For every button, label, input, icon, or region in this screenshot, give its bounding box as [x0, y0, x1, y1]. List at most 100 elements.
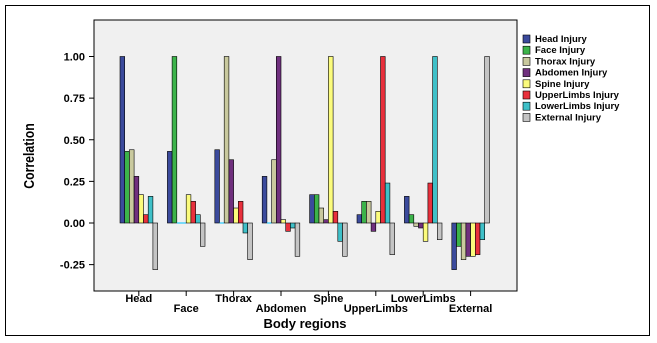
bar-upperlimbs-external-injury — [389, 222, 395, 255]
correlation-bar-chart: 1.00 0.75 0.50 0.25 0.00 -0.25 Head Face Thorax… — [21, 19, 620, 331]
bar-spine-thorax-injury — [318, 207, 324, 224]
bar-face-thorax-injury — [176, 222, 182, 224]
bar-thorax-spine-injury — [233, 207, 239, 224]
bar-abdomen-lowerlimbs-injury — [290, 222, 296, 229]
legend-label-spine-injury: Spine Injury — [535, 79, 590, 90]
bar-head-face-injury — [124, 151, 130, 224]
bar-spine-head-injury — [309, 194, 315, 224]
bar-upperlimbs-head-injury — [356, 214, 362, 224]
bar-thorax-head-injury — [214, 149, 220, 224]
legend-swatch-head-injury — [522, 34, 531, 44]
bar-external-head-injury — [451, 222, 457, 270]
bar-thorax-thorax-injury — [223, 56, 230, 224]
bar-spine-upperlimbs-injury — [332, 211, 339, 224]
legend-swatch-lowerlimbs-injury — [522, 101, 531, 111]
bar-head-abdomen-injury — [133, 176, 140, 224]
bar-thorax-external-injury — [247, 222, 253, 260]
bar-abdomen-external-injury — [294, 222, 301, 257]
legend-swatch-abdomen-injury — [522, 68, 531, 77]
bar-lowerlimbs-upperlimbs-injury — [427, 182, 433, 224]
legend-swatch-face-injury — [522, 45, 531, 55]
legend-swatch-external-injury — [522, 113, 531, 122]
bar-head-head-injury — [119, 56, 125, 224]
x-tick-label-thorax: Thorax — [215, 293, 253, 305]
bar-lowerlimbs-thorax-injury — [413, 222, 419, 227]
bar-face-external-injury — [200, 222, 206, 247]
y-tick-label: 1.00 — [64, 52, 85, 64]
y-axis-title: Correlation — [21, 123, 37, 189]
bar-thorax-face-injury — [219, 222, 225, 224]
plot-area — [93, 19, 518, 292]
bar-abdomen-upperlimbs-injury — [285, 222, 291, 232]
bar-head-spine-injury — [138, 194, 144, 224]
bar-spine-abdomen-injury — [323, 219, 329, 224]
bar-lowerlimbs-face-injury — [408, 214, 415, 224]
legend-label-abdomen-injury: Abdomen Injury — [535, 68, 608, 79]
bar-external-upperlimbs-injury — [474, 222, 481, 255]
bar-thorax-upperlimbs-injury — [238, 201, 244, 224]
bar-upperlimbs-face-injury — [361, 201, 367, 224]
x-tick-label-external: External — [449, 303, 492, 315]
y-tick-label: 0.75 — [64, 93, 85, 105]
bar-head-thorax-injury — [129, 149, 135, 224]
legend-swatch-thorax-injury — [522, 57, 531, 66]
bar-upperlimbs-lowerlimbs-injury — [384, 182, 391, 224]
bar-thorax-lowerlimbs-injury — [242, 222, 248, 234]
bar-external-abdomen-injury — [465, 222, 471, 257]
x-tick-label-lowerlimbs: LowerLimbs — [391, 293, 456, 305]
bar-face-abdomen-injury — [181, 222, 187, 224]
x-tick-label-spine: Spine — [313, 293, 343, 305]
legend-label-upperlimbs-injury: UpperLimbs Injury — [535, 90, 620, 101]
bar-face-head-injury — [167, 151, 173, 224]
legend-label-face-injury: Face Injury — [535, 45, 586, 56]
bar-spine-spine-injury — [328, 56, 334, 224]
legend-label-lowerlimbs-injury: LowerLimbs Injury — [535, 101, 620, 112]
y-tick-label: 0.00 — [64, 218, 85, 230]
bar-abdomen-abdomen-injury — [275, 56, 282, 224]
bar-abdomen-spine-injury — [280, 219, 286, 224]
chart-frame: 1.00 0.75 0.50 0.25 0.00 -0.25 Head Face Thorax… — [5, 5, 650, 336]
legend-swatch-upperlimbs-injury — [522, 90, 531, 100]
bar-upperlimbs-thorax-injury — [366, 201, 372, 224]
bar-head-lowerlimbs-injury — [147, 196, 154, 224]
x-tick-label-upperlimbs: UpperLimbs — [344, 303, 408, 315]
bar-upperlimbs-upperlimbs-injury — [380, 56, 386, 224]
bar-lowerlimbs-lowerlimbs-injury — [432, 56, 438, 224]
bar-face-upperlimbs-injury — [190, 201, 196, 224]
bar-abdomen-thorax-injury — [271, 159, 277, 224]
bar-lowerlimbs-abdomen-injury — [418, 222, 424, 229]
bar-upperlimbs-abdomen-injury — [370, 222, 377, 232]
bar-lowerlimbs-external-injury — [436, 222, 443, 240]
bar-external-face-injury — [456, 222, 462, 247]
bar-external-spine-injury — [470, 222, 476, 257]
x-axis-title: Body regions — [263, 316, 346, 331]
bar-spine-lowerlimbs-injury — [337, 222, 343, 242]
x-tick-label-face: Face — [174, 303, 199, 315]
bar-external-lowerlimbs-injury — [479, 222, 485, 240]
y-tick-label: 0.50 — [64, 135, 85, 147]
legend-swatch-spine-injury — [522, 79, 531, 89]
y-tick-label: -0.25 — [60, 260, 85, 272]
bar-abdomen-face-injury — [266, 222, 272, 224]
bar-face-face-injury — [171, 56, 178, 224]
bar-upperlimbs-spine-injury — [375, 211, 381, 224]
bar-head-upperlimbs-injury — [143, 214, 149, 224]
legend-label-head-injury: Head Injury — [535, 34, 587, 45]
legend-label-external-injury: External Injury — [535, 112, 602, 123]
y-tick-label: 0.25 — [64, 176, 85, 188]
bar-face-spine-injury — [185, 194, 192, 224]
bar-lowerlimbs-spine-injury — [422, 222, 429, 242]
x-tick-label-abdomen: Abdomen — [256, 303, 307, 315]
legend-label-thorax-injury: Thorax Injury — [535, 56, 596, 67]
bar-thorax-abdomen-injury — [228, 159, 234, 224]
bar-face-lowerlimbs-injury — [195, 214, 201, 224]
bar-spine-external-injury — [342, 222, 348, 257]
bar-abdomen-head-injury — [261, 176, 268, 224]
bar-lowerlimbs-head-injury — [404, 196, 410, 224]
bar-spine-face-injury — [313, 194, 320, 224]
bar-external-thorax-injury — [460, 222, 467, 260]
bar-external-external-injury — [484, 56, 490, 224]
x-tick-label-head: Head — [125, 293, 152, 305]
bar-head-external-injury — [152, 222, 158, 270]
